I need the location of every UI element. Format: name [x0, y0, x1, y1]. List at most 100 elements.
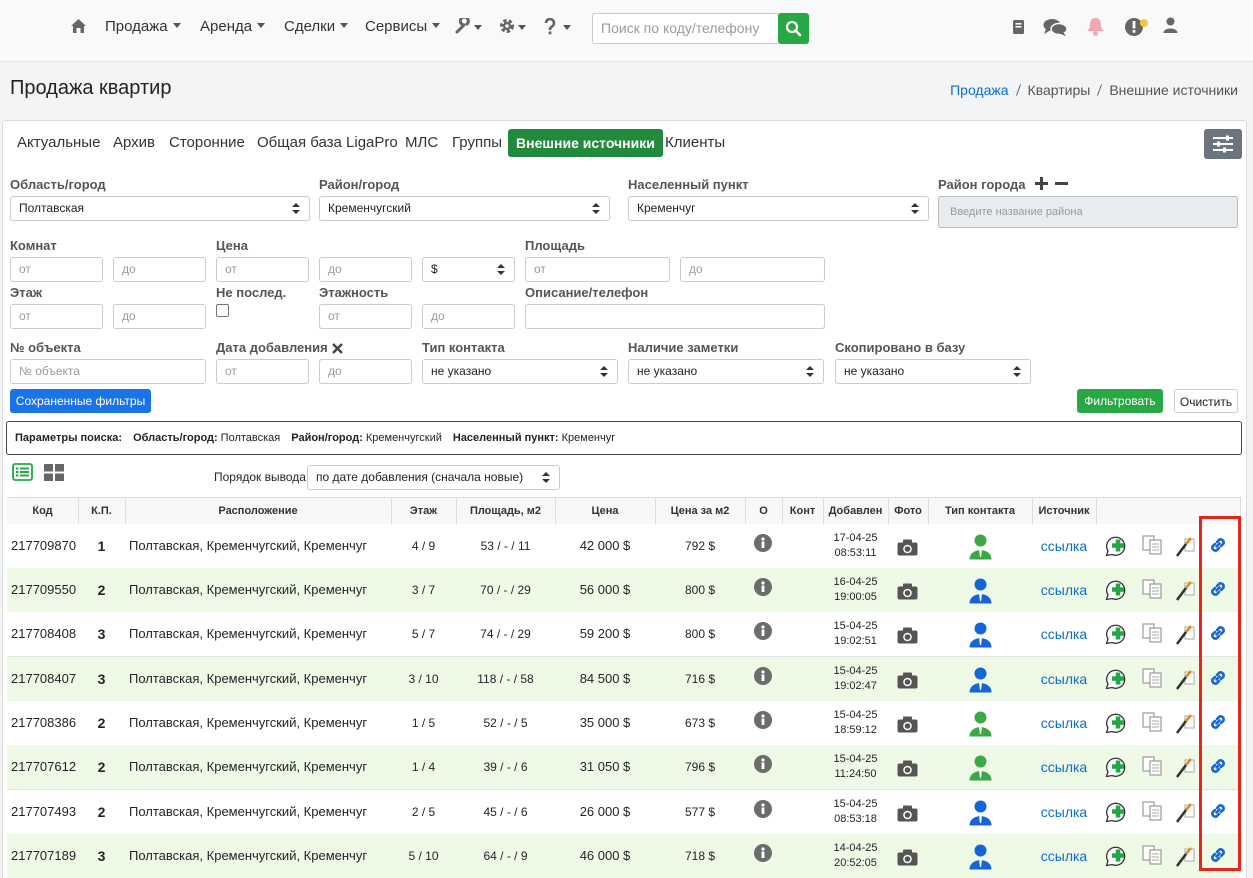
text-input[interactable]: до — [113, 304, 206, 329]
column-header[interactable]: Фото — [894, 505, 922, 517]
table-row[interactable] — [7, 790, 1240, 835]
edit-icon[interactable] — [1175, 845, 1199, 867]
copy-icon[interactable] — [1142, 712, 1163, 733]
nav-menu-item[interactable]: Продажа — [105, 18, 181, 36]
external-link-icon[interactable] — [1208, 801, 1228, 821]
nav-menu-item[interactable]: Аренда — [200, 18, 266, 36]
edit-icon[interactable] — [1175, 579, 1199, 601]
edit-icon[interactable] — [1175, 801, 1199, 823]
contact-type-icon[interactable] — [969, 534, 992, 560]
copy-icon[interactable] — [1142, 801, 1163, 822]
external-link-icon[interactable] — [1208, 623, 1228, 643]
external-link-icon[interactable] — [1208, 535, 1228, 555]
column-header[interactable]: Источник — [1038, 505, 1090, 517]
column-header[interactable]: О — [759, 505, 768, 517]
edit-icon[interactable] — [1175, 623, 1199, 645]
column-header[interactable]: Добавлен — [828, 505, 883, 517]
text-input[interactable]: от — [216, 257, 309, 282]
tools-icon[interactable] — [455, 15, 471, 34]
table-row[interactable] — [7, 612, 1240, 657]
select[interactable]: не указано — [628, 359, 824, 384]
clear-button[interactable]: Очистить — [1174, 389, 1238, 413]
select[interactable]: Кременчуг — [628, 196, 929, 221]
column-header[interactable]: Конт — [789, 505, 816, 517]
book-icon[interactable] — [1012, 19, 1025, 35]
add-note-icon[interactable] — [1105, 534, 1127, 557]
text-input[interactable]: Введите название района — [938, 196, 1238, 228]
external-link-icon[interactable] — [1208, 712, 1228, 732]
copy-icon[interactable] — [1142, 845, 1163, 866]
add-district-icon[interactable] — [1035, 177, 1048, 190]
text-input[interactable]: № объекта — [10, 359, 206, 384]
column-header[interactable]: Площадь, м2 — [469, 505, 542, 517]
column-header[interactable]: К.П. — [91, 505, 112, 517]
settings-icon[interactable] — [499, 18, 515, 34]
user-icon[interactable] — [1163, 17, 1178, 34]
text-input[interactable]: до — [319, 257, 412, 282]
text-input[interactable]: до — [319, 359, 412, 384]
select[interactable]: не указано — [835, 359, 1031, 384]
column-header[interactable]: Расположение — [218, 505, 298, 517]
photo-icon[interactable] — [897, 672, 918, 689]
text-input[interactable] — [525, 304, 825, 329]
external-link-icon[interactable] — [1208, 756, 1228, 776]
list-view-icon[interactable] — [12, 463, 33, 481]
nav-menu-item[interactable]: Сервисы — [365, 18, 441, 36]
contact-type-icon[interactable] — [969, 844, 992, 870]
table-row[interactable] — [7, 834, 1240, 878]
filter-button[interactable]: Фильтровать — [1077, 389, 1163, 413]
add-note-icon[interactable] — [1105, 800, 1127, 823]
column-header[interactable]: Цена за м2 — [670, 505, 730, 517]
info-icon[interactable] — [754, 800, 772, 818]
add-note-icon[interactable] — [1105, 844, 1127, 867]
edit-icon[interactable] — [1175, 712, 1199, 734]
select[interactable]: $ — [422, 257, 515, 282]
select[interactable]: не указано — [422, 359, 618, 384]
search-button[interactable] — [778, 13, 809, 44]
edit-icon[interactable] — [1175, 668, 1199, 690]
select[interactable]: Кременчугский — [319, 196, 610, 221]
add-note-icon[interactable] — [1105, 622, 1127, 645]
info-icon[interactable] — [754, 844, 772, 862]
source-link[interactable]: ссылка — [1040, 671, 1088, 687]
info-icon[interactable] — [754, 711, 772, 729]
contact-type-icon[interactable] — [969, 800, 992, 826]
source-link[interactable]: ссылка — [1040, 582, 1088, 598]
table-row[interactable] — [7, 745, 1240, 790]
source-link[interactable]: ссылка — [1040, 626, 1088, 642]
nav-menu-item[interactable]: Сделки — [284, 18, 349, 36]
photo-icon[interactable] — [897, 849, 918, 866]
search-input[interactable]: Поиск по коду/телефону — [592, 13, 779, 44]
external-link-icon[interactable] — [1208, 579, 1228, 599]
order-select[interactable]: по дате добавления (сначала новые) — [307, 465, 560, 490]
edit-icon[interactable] — [1175, 535, 1199, 557]
copy-icon[interactable] — [1142, 623, 1163, 644]
text-input[interactable]: до — [113, 257, 206, 282]
contact-type-icon[interactable] — [969, 578, 992, 604]
info-icon[interactable] — [754, 667, 772, 685]
tab[interactable]: Группы — [452, 134, 502, 151]
info-icon[interactable] — [754, 755, 772, 773]
column-header[interactable]: Тип контакта — [944, 505, 1015, 517]
source-link[interactable]: ссылка — [1040, 715, 1088, 731]
tab[interactable]: Актуальные — [17, 134, 101, 151]
contact-type-icon[interactable] — [969, 755, 992, 781]
source-link[interactable]: ссылка — [1040, 538, 1088, 554]
photo-icon[interactable] — [897, 583, 918, 600]
add-note-icon[interactable] — [1105, 711, 1127, 734]
select[interactable]: Полтавская — [10, 196, 310, 221]
tab[interactable]: Сторонние — [169, 134, 245, 151]
text-input[interactable]: до — [422, 304, 515, 329]
alerts-icon[interactable] — [1124, 16, 1150, 38]
photo-icon[interactable] — [897, 805, 918, 822]
table-row[interactable] — [7, 701, 1240, 746]
clear-date-icon[interactable] — [332, 341, 343, 354]
chat-icon[interactable] — [1043, 18, 1068, 37]
column-header[interactable]: Цена — [591, 505, 619, 517]
source-link[interactable]: ссылка — [1040, 804, 1088, 820]
photo-icon[interactable] — [897, 716, 918, 733]
text-input[interactable]: от — [216, 359, 309, 384]
column-header[interactable]: Код — [32, 505, 53, 517]
home-icon[interactable] — [70, 18, 87, 34]
tab[interactable]: Клиенты — [665, 134, 726, 151]
